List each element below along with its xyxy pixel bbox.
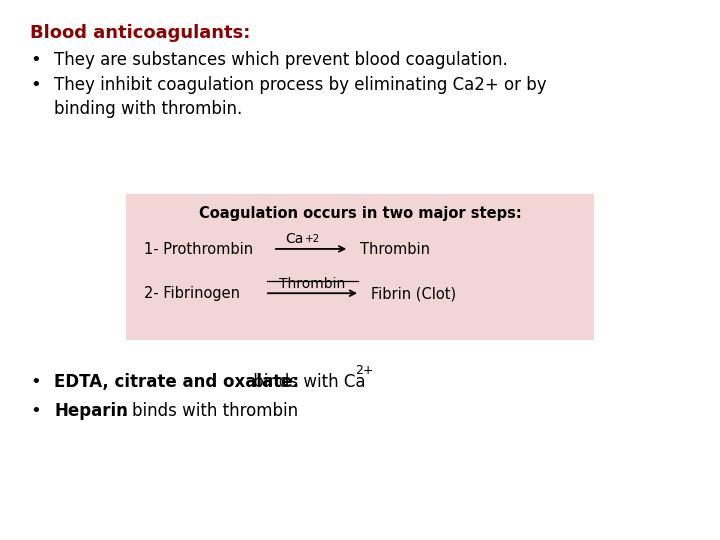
Text: •: • bbox=[30, 76, 41, 93]
Text: : binds with thrombin: : binds with thrombin bbox=[121, 402, 298, 420]
Text: They are substances which prevent blood coagulation.: They are substances which prevent blood … bbox=[54, 51, 508, 69]
Text: Thrombin: Thrombin bbox=[360, 242, 430, 257]
Text: 1- Prothrombin: 1- Prothrombin bbox=[144, 242, 253, 257]
Text: Coagulation occurs in two major steps:: Coagulation occurs in two major steps: bbox=[199, 206, 521, 221]
Text: •: • bbox=[30, 402, 41, 420]
Text: •: • bbox=[30, 51, 41, 69]
Text: binding with thrombin.: binding with thrombin. bbox=[54, 100, 242, 118]
Text: They inhibit coagulation process by eliminating Ca2+ or by: They inhibit coagulation process by elim… bbox=[54, 76, 546, 93]
Text: •: • bbox=[30, 373, 41, 390]
Text: +2: +2 bbox=[305, 233, 320, 244]
Text: EDTA, citrate and oxalate:: EDTA, citrate and oxalate: bbox=[54, 373, 299, 390]
FancyBboxPatch shape bbox=[126, 194, 594, 340]
Text: 2+: 2+ bbox=[355, 364, 374, 377]
Text: Ca: Ca bbox=[285, 232, 304, 246]
Text: 2- Fibrinogen: 2- Fibrinogen bbox=[144, 286, 240, 301]
Text: Heparin: Heparin bbox=[54, 402, 128, 420]
Text: binds with Ca: binds with Ca bbox=[248, 373, 366, 390]
Text: Blood anticoagulants:: Blood anticoagulants: bbox=[30, 24, 251, 42]
Text: Thrombin: Thrombin bbox=[279, 277, 346, 291]
Text: Fibrin (Clot): Fibrin (Clot) bbox=[371, 286, 456, 301]
